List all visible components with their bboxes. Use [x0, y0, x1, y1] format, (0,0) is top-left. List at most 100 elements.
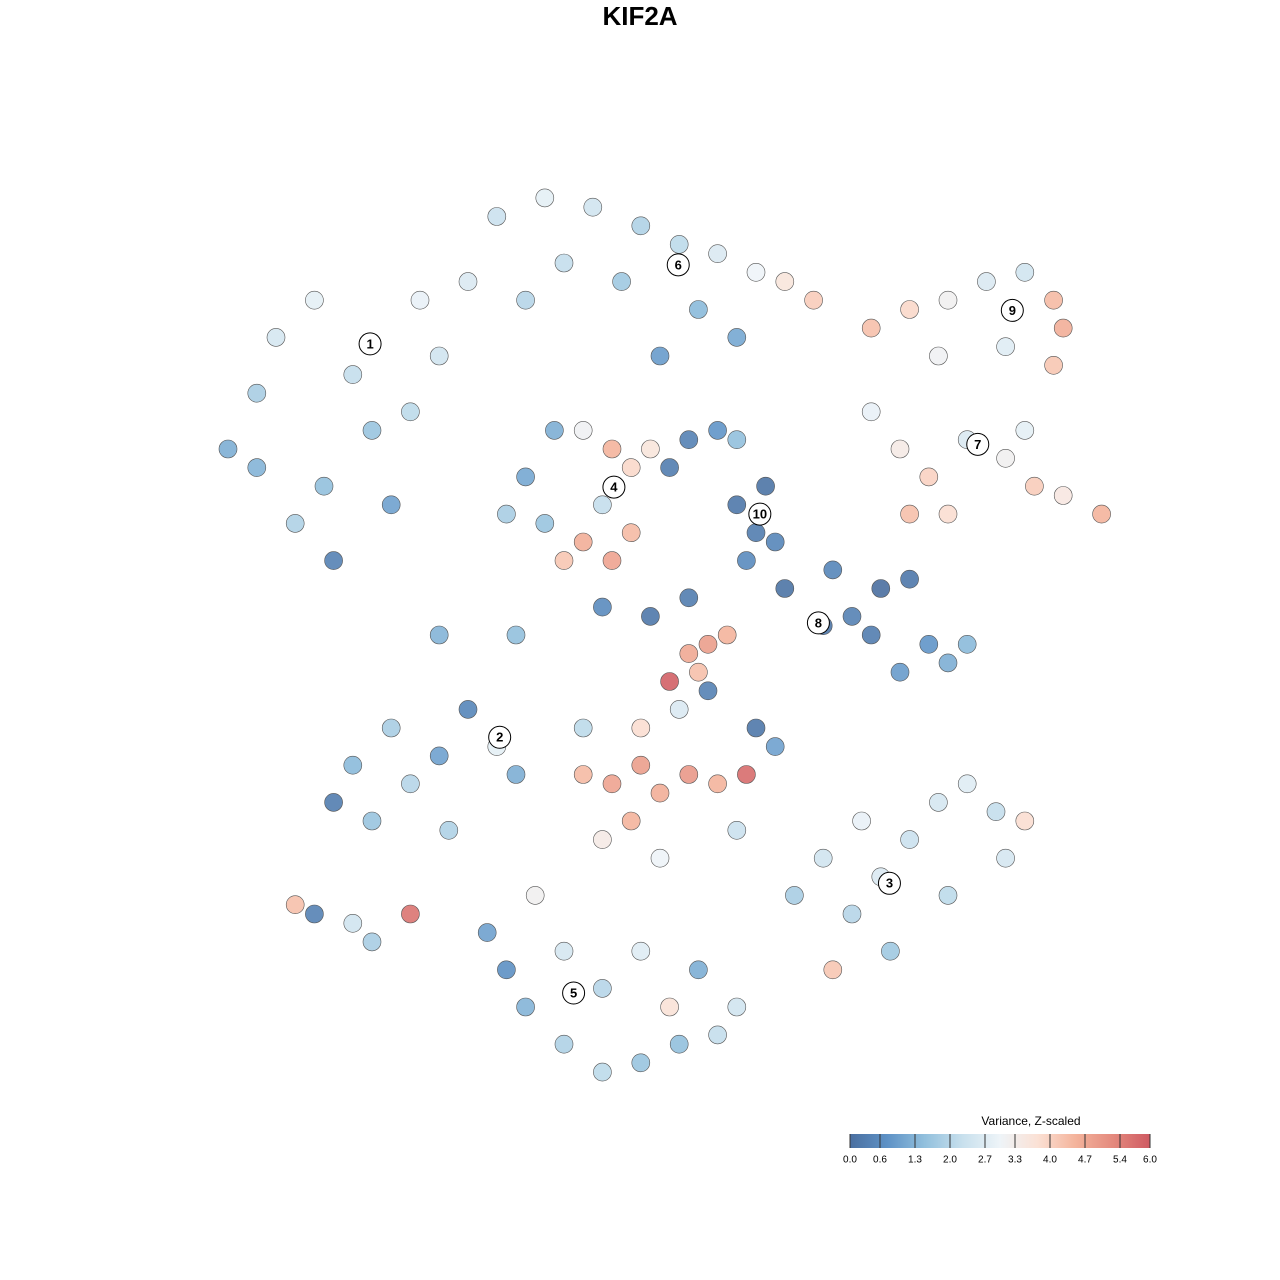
cluster-label: 3 [886, 876, 893, 891]
point [861, 402, 881, 422]
point [689, 662, 708, 682]
point [900, 830, 919, 849]
colorbar-tick-label: 4.0 [1043, 1155, 1057, 1166]
point [938, 653, 958, 673]
point [362, 932, 382, 952]
colorbar-tick-label: 2.0 [943, 1155, 957, 1166]
point [573, 718, 593, 738]
point [717, 625, 737, 645]
colorbar-tick-label: 1.3 [908, 1155, 922, 1166]
point [957, 634, 977, 654]
point [573, 765, 593, 784]
cluster-label-badge [806, 611, 830, 635]
point [218, 439, 238, 459]
cluster-label: 8 [815, 615, 822, 630]
point [938, 504, 958, 524]
colorbar-tick-label: 0.6 [873, 1155, 887, 1166]
point [410, 290, 430, 310]
colorbar-tick-label: 6.0 [1143, 1155, 1157, 1166]
point [305, 290, 324, 310]
point [919, 467, 939, 487]
point [612, 272, 631, 291]
point [631, 941, 651, 961]
point [1044, 355, 1063, 375]
point [593, 1062, 612, 1082]
cluster-label: 7 [974, 437, 981, 452]
cluster-label-badge [748, 502, 772, 526]
point [775, 579, 795, 598]
point [285, 895, 305, 915]
cluster-label-badge [877, 871, 901, 895]
point [938, 886, 958, 905]
point [401, 904, 420, 924]
point [679, 765, 699, 784]
cluster-label-badge [488, 725, 512, 749]
point [621, 523, 641, 543]
point [602, 551, 622, 570]
point [362, 421, 382, 440]
point [525, 886, 545, 905]
point [593, 495, 612, 515]
point [554, 1034, 574, 1054]
point [890, 439, 910, 459]
point [737, 765, 756, 784]
cluster-label-badge [602, 475, 626, 499]
point [996, 337, 1015, 357]
point [631, 1053, 651, 1073]
point [554, 941, 574, 961]
point [708, 244, 727, 263]
point [429, 346, 449, 366]
point [871, 579, 891, 598]
point [938, 290, 958, 310]
point [631, 718, 651, 738]
point [621, 458, 641, 477]
point [631, 755, 651, 775]
point [804, 290, 823, 310]
point [573, 421, 593, 440]
point [506, 625, 526, 645]
point [621, 811, 641, 831]
point [266, 328, 286, 347]
point [487, 207, 507, 226]
point [708, 421, 727, 440]
colorbar-tick-label: 2.7 [978, 1155, 992, 1166]
point [861, 318, 881, 338]
point [698, 634, 718, 654]
point [247, 383, 267, 403]
point [439, 820, 459, 840]
point [765, 737, 785, 756]
point [641, 607, 660, 626]
point [986, 802, 1006, 822]
point [458, 700, 478, 719]
point [554, 253, 574, 273]
point [650, 346, 670, 366]
point [900, 300, 919, 319]
point [324, 793, 343, 812]
point [785, 886, 804, 905]
cluster-label-badge [666, 253, 690, 277]
point [497, 960, 516, 980]
point [727, 820, 747, 840]
cluster-labels: 1 2 3 4 5 6 7 8 9 10 [358, 253, 1024, 1005]
point [593, 979, 612, 998]
point [401, 774, 420, 794]
point [775, 272, 795, 291]
point [650, 848, 670, 868]
point [516, 997, 535, 1017]
point [343, 365, 363, 384]
point [679, 430, 699, 450]
point [919, 634, 939, 654]
point [957, 774, 977, 794]
colorbar [850, 1134, 1150, 1148]
point [708, 1025, 727, 1045]
point [929, 793, 948, 812]
point [602, 439, 622, 459]
point [852, 811, 871, 831]
point [669, 235, 689, 254]
point [727, 430, 747, 450]
cluster-label-badge [562, 981, 586, 1005]
point [535, 514, 555, 533]
cluster-label: 6 [675, 257, 682, 272]
point [1053, 318, 1073, 338]
